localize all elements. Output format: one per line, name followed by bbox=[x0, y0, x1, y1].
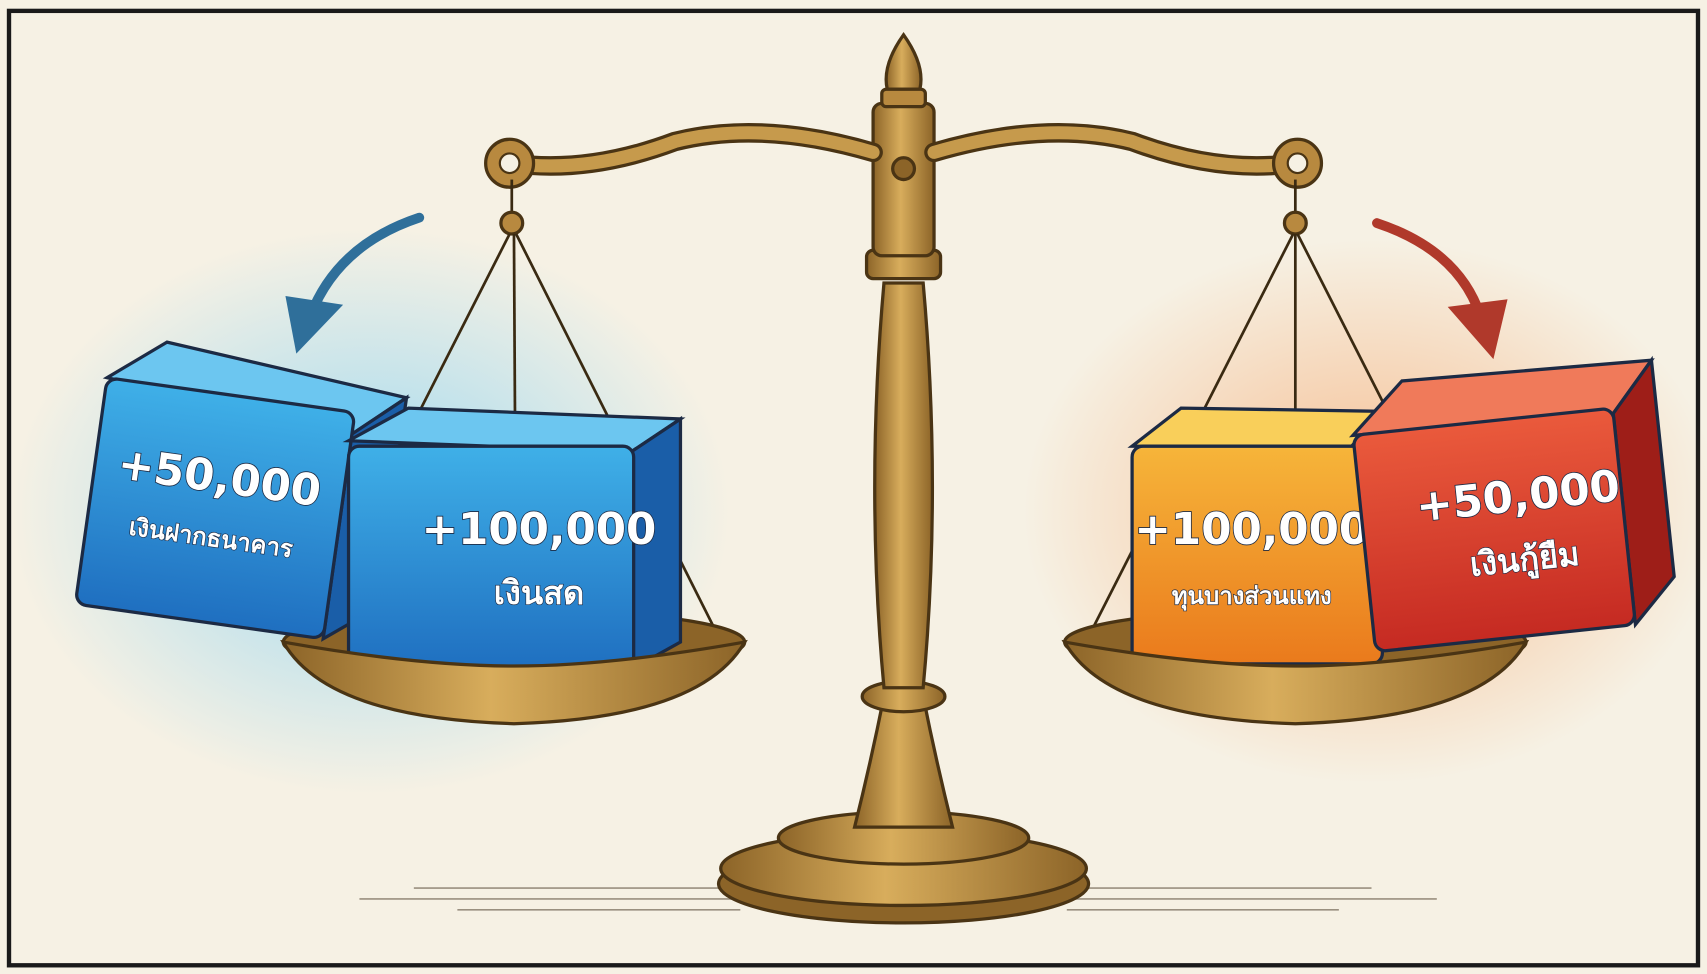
illustration: +50,000 เงินฝากธนาคาร +100,000 เงินสด +1… bbox=[0, 0, 1707, 974]
block-label: ทุนบางส่วนแทง bbox=[1172, 582, 1332, 611]
block: +100,000 ทุนบางส่วนแทง bbox=[1132, 408, 1382, 664]
block: +100,000 เงินสด bbox=[349, 408, 681, 669]
amount: +100,000 bbox=[422, 505, 657, 555]
amount: +100,000 bbox=[1134, 505, 1369, 555]
block-label: เงินสด bbox=[494, 574, 584, 612]
block: +50,000 เงินกู้ยืม bbox=[1348, 355, 1679, 652]
